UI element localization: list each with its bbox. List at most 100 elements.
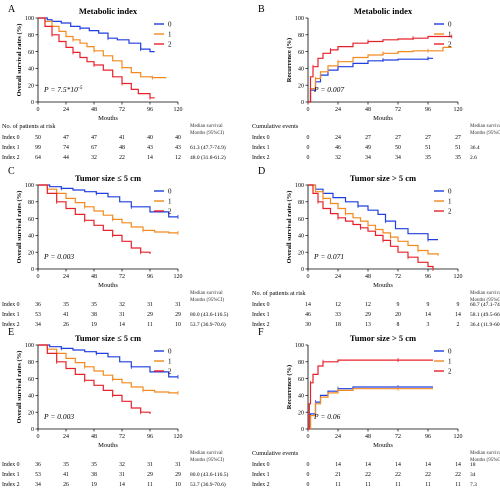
y-tick-label: 40 [28,234,34,240]
median-value: 53.7 (36.9-70.6) [190,321,226,328]
y-axis-label: Recurrence (%) [286,38,293,82]
risk-cell: 0 [307,155,310,161]
risk-cell: 34 [365,155,371,161]
risk-cell: 11 [365,482,371,488]
y-tick-label: 60 [298,50,304,56]
median-value: 60.7 (47.1-74.3) [470,301,500,308]
y-tick-label: 0 [301,100,304,106]
y-tick-label: 60 [298,377,304,383]
risk-cell: 14 [147,155,153,161]
median-header-2: Months (95%CI) [470,131,500,136]
risk-cell: 34 [395,155,401,161]
risk-cell: 29 [175,312,181,318]
risk-cell: 27 [365,135,371,141]
median-value: 53.7 (36.9-70.6) [190,481,226,488]
risk-cell: 11 [425,482,431,488]
risk-row-label: Index 2 [2,482,20,488]
y-axis-label: Recurrence (%) [286,365,293,409]
median-header: Median survival [190,124,223,129]
risk-cell: 27 [425,135,431,141]
x-tick-label: 24 [335,107,341,113]
legend-label-2: 2 [168,41,172,49]
y-tick-label: 40 [28,394,34,400]
x-tick-label: 0 [307,274,310,280]
panel-letter: B [258,4,265,15]
series-0-line [308,57,433,103]
panel-letter: E [8,327,14,338]
risk-cell: 47 [63,135,69,141]
y-tick-label: 60 [28,50,34,56]
legend-label-0: 0 [448,21,452,29]
risk-cell: 35 [91,462,97,468]
x-tick-label: 96 [147,107,153,113]
legend-label-1: 1 [168,358,172,366]
x-tick-label: 48 [365,274,371,280]
risk-cell: 44 [63,155,69,161]
x-axis-label: Mouths [373,282,393,289]
x-tick-label: 120 [174,274,183,280]
risk-cell: 43 [147,145,153,151]
median-value: 18 [470,462,476,468]
x-tick-label: 120 [454,107,463,113]
x-tick-label: 48 [91,274,97,280]
x-axis-label: Mouths [98,115,118,122]
y-tick-label: 40 [298,394,304,400]
legend-label-0: 0 [168,348,172,356]
median-header-2: Months (95%CI) [190,131,224,136]
risk-cell: 99 [35,145,41,151]
legend-label-1: 1 [168,198,172,206]
p-value: P = 0.007 [313,85,344,94]
risk-cell: 32 [119,462,125,468]
x-tick-label: 72 [395,274,401,280]
risk-cell: 14 [335,462,341,468]
risk-cell: 31 [175,302,181,308]
median-header: Median survival [190,291,223,296]
risk-table-title: Cumulative events [252,450,299,457]
risk-row-label: Index 0 [252,302,270,308]
risk-row-label: Index 1 [252,472,270,478]
risk-cell: 8 [397,322,400,328]
series-0-line [308,386,433,430]
risk-cell: 2 [457,322,460,328]
series-2-line [308,359,433,430]
risk-row-label: Index 0 [2,302,20,308]
risk-cell: 19 [91,482,97,488]
risk-cell: 41 [63,472,69,478]
risk-cell: 53 [35,312,41,318]
series-2-line [38,184,151,254]
risk-cell: 11 [455,482,461,488]
median-value: 80.0 (43.6-116.5) [190,311,228,318]
risk-row-label: Index 1 [2,472,20,478]
risk-cell: 27 [455,135,461,141]
p-value: P = 0.003 [43,412,74,421]
y-tick-label: 100 [295,343,304,349]
risk-cell: 27 [395,135,401,141]
y-tick-label: 40 [298,234,304,240]
risk-row-label: Index 0 [252,135,270,141]
risk-row-label: Index 2 [252,322,270,328]
y-tick-label: 0 [301,427,304,433]
risk-cell: 9 [457,302,460,308]
risk-cell: 0 [307,145,310,151]
risk-row-label: Index 0 [2,462,20,468]
risk-cell: 29 [147,312,153,318]
x-tick-label: 72 [395,434,401,440]
y-tick-label: 0 [31,427,34,433]
risk-cell: 11 [147,322,153,328]
risk-cell: 35 [63,302,69,308]
risk-cell: 53 [35,472,41,478]
chart-title: Metabolic index [79,6,138,16]
risk-cell: 41 [119,135,125,141]
x-tick-label: 48 [365,107,371,113]
x-tick-label: 120 [454,434,463,440]
median-header: Median survival [190,451,223,456]
risk-cell: 14 [455,312,461,318]
y-tick-label: 80 [298,360,304,366]
y-tick-label: 80 [28,360,34,366]
risk-cell: 38 [91,312,97,318]
